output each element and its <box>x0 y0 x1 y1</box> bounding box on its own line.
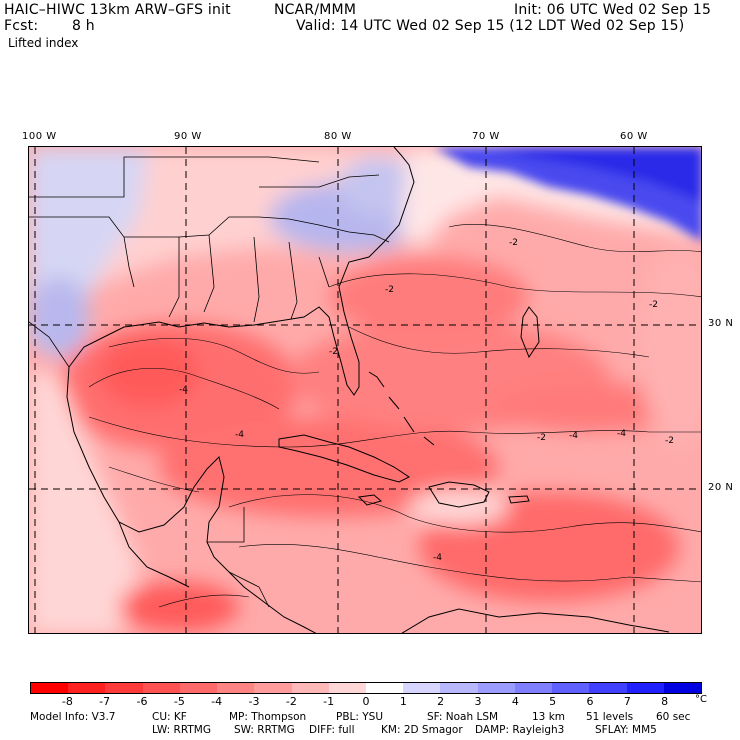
model-title: HAIC–HIWC 13km ARW–GFS init <box>4 2 231 18</box>
colorbar-swatch <box>514 683 553 693</box>
colorbar-tick-label: -4 <box>211 695 223 708</box>
colorbar-swatch <box>365 683 404 693</box>
colorbar-swatch <box>105 683 143 693</box>
contour-label: -2 <box>329 347 338 357</box>
contour-label: -2 <box>385 285 394 295</box>
center-label: NCAR/MMM <box>274 2 357 18</box>
model-info-item: KM: 2D Smagor <box>381 724 463 736</box>
colorbar-tick-label: -6 <box>136 695 148 708</box>
colorbar-swatch <box>328 683 366 693</box>
lon-label-70w: 70 W <box>472 131 500 142</box>
model-info-item: CU: KF <box>152 711 187 723</box>
contour-label: -2 <box>509 238 518 248</box>
lon-label-60w: 60 W <box>620 131 648 142</box>
colorbar-tick-label: -8 <box>61 695 73 708</box>
colorbar-swatch <box>254 683 292 693</box>
contour-label: -4 <box>617 429 626 439</box>
model-info-item: 51 levels <box>586 711 634 723</box>
model-info-item: SW: RRTMG <box>234 724 295 736</box>
colorbar-swatch <box>142 683 180 693</box>
lifted-index-map: -2 -2 -2 -2 -4 -4 -4 -2 -4 -4 -2 <box>28 146 702 634</box>
colorbar-tick-label: 6 <box>586 695 594 708</box>
colorbar-tick-label: -3 <box>248 695 260 708</box>
colorbar-tick-label: 1 <box>399 695 407 708</box>
valid-time: Valid: 14 UTC Wed 02 Sep 15 (12 LDT Wed … <box>296 18 685 34</box>
contour-lines <box>88 224 701 608</box>
model-info-item: DIFF: full <box>309 724 355 736</box>
contour-labels: -2 -2 -2 -2 -4 -4 -4 -2 -4 -4 -2 <box>179 238 674 563</box>
model-info-item: PBL: YSU <box>336 711 384 723</box>
model-info-item: 13 km <box>532 711 566 723</box>
colorbar-swatch <box>589 683 627 693</box>
model-info-item: DAMP: Rayleigh3 <box>475 724 565 736</box>
lat-label-30n: 30 N <box>708 318 734 329</box>
model-info-item: MP: Thompson <box>229 711 307 723</box>
field-name: Lifted index <box>8 36 79 50</box>
colorbar-tick-label: -2 <box>285 695 297 708</box>
colorbar-tick-label: 4 <box>511 695 519 708</box>
colorbar-tick-label: 5 <box>549 695 557 708</box>
colorbar-swatch <box>179 683 218 693</box>
forecast-hour: 8 h <box>72 18 95 34</box>
colorbar-tick-label: -5 <box>173 695 185 708</box>
colorbar <box>30 682 702 694</box>
colorbar-swatch <box>626 683 664 693</box>
contour-label: -2 <box>537 433 546 443</box>
colorbar-swatch <box>663 683 701 693</box>
contour-label: -4 <box>235 430 244 440</box>
contour-label: -4 <box>433 553 442 563</box>
colorbar-swatch <box>31 683 69 693</box>
lon-label-90w: 90 W <box>174 131 202 142</box>
coastlines <box>66 147 670 633</box>
colorbar-tick-label: 2 <box>437 695 445 708</box>
contour-label: -4 <box>569 431 578 441</box>
lon-label-80w: 80 W <box>324 131 352 142</box>
lat-label-20n: 20 N <box>708 482 734 493</box>
contour-label: -2 <box>649 300 658 310</box>
colorbar-unit: °C <box>695 694 707 705</box>
colorbar-swatch <box>403 683 441 693</box>
contour-label: -4 <box>179 385 188 395</box>
colorbar-tick-label: -7 <box>99 695 111 708</box>
colorbar-swatch <box>440 683 478 693</box>
colorbar-swatch <box>552 683 590 693</box>
contour-label: -2 <box>665 436 674 446</box>
model-info-item: SFLAY: MM5 <box>595 724 657 736</box>
colorbar-tick-label: -1 <box>323 695 335 708</box>
political-borders <box>29 156 390 608</box>
colorbar-swatch <box>291 683 329 693</box>
colorbar-tick-label: 7 <box>623 695 631 708</box>
colorbar-tick-label: 8 <box>661 695 669 708</box>
map-canvas: -2 -2 -2 -2 -4 -4 -4 -2 -4 -4 -2 <box>29 147 701 633</box>
lon-label-100w: 100 W <box>22 131 57 142</box>
model-info-item: LW: RRTMG <box>152 724 211 736</box>
colorbar-tick-label: 0 <box>362 695 370 708</box>
stable-region <box>434 147 701 241</box>
colorbar-swatch <box>217 683 255 693</box>
colorbar-swatch <box>477 683 515 693</box>
model-info-item: SF: Noah LSM <box>427 711 499 723</box>
model-info-item: Model Info: V3.7 <box>30 711 116 723</box>
init-time: Init: 06 UTC Wed 02 Sep 15 <box>514 2 712 18</box>
colorbar-tick-label: 3 <box>474 695 482 708</box>
model-info-item: 60 sec <box>656 711 691 723</box>
forecast-label: Fcst: <box>4 18 39 34</box>
colorbar-swatch <box>68 683 106 693</box>
